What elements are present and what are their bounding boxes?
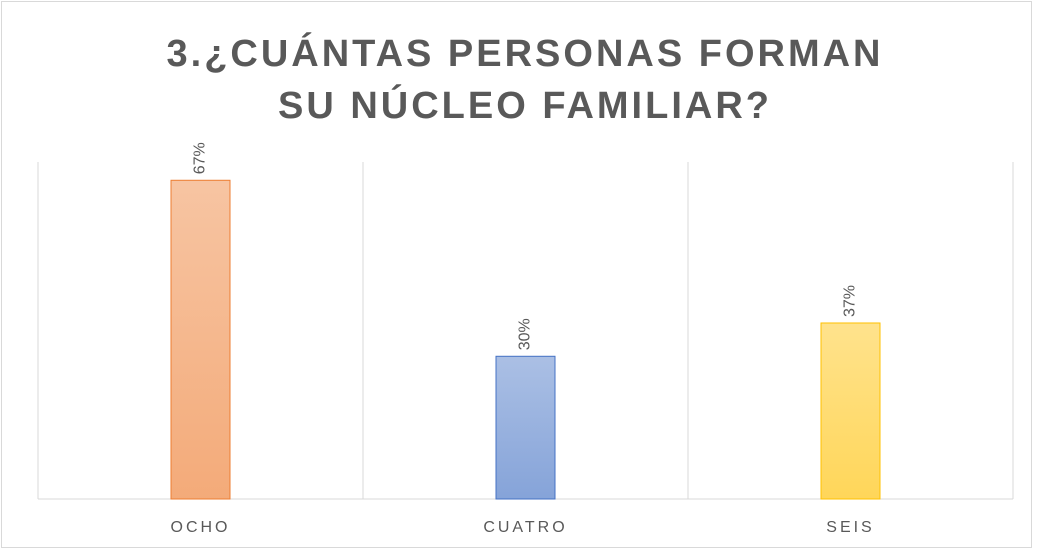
x-tick-label: SEIS [826,519,874,536]
data-label: 37% [842,285,859,317]
bar [820,322,881,500]
bar [170,179,231,500]
x-tick-label: CUATRO [483,519,567,536]
chart-title: 3.¿CUÁNTAS PERSONAS FORMAN SU NÚCLEO FAM… [166,33,884,127]
x-tick-label: OCHO [171,519,231,536]
data-label: 67% [192,142,209,174]
bar [495,355,556,500]
data-label: 30% [517,318,534,350]
